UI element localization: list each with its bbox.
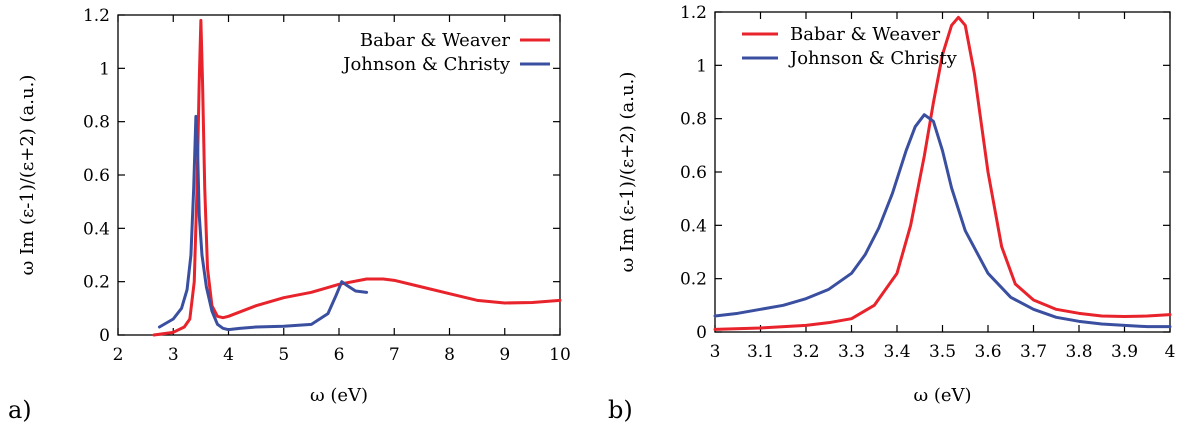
x-tick-label: 5 xyxy=(278,345,289,365)
x-tick-label: 9 xyxy=(499,345,510,365)
legend-label: Babar & Weaver xyxy=(790,24,941,45)
x-tick-label: 8 xyxy=(444,345,455,365)
y-tick-label: 0.4 xyxy=(83,219,110,239)
series-line-johnson-christy xyxy=(713,113,1172,329)
x-tick-label: 3.4 xyxy=(883,342,910,362)
x-tick-label: 3 xyxy=(710,342,721,362)
x-tick-label: 3 xyxy=(168,345,179,365)
series-line-babar-weaver xyxy=(713,15,1172,331)
series-line-babar-weaver xyxy=(152,18,562,337)
y-tick-label: 1.2 xyxy=(680,3,707,23)
x-tick-label: 3.5 xyxy=(929,342,956,362)
x-tick-label: 3.7 xyxy=(1020,342,1047,362)
chart-b: 3 3.1 3.2 3.3 3.4 3.5 3.6 3.7 3.8 3.9 4 0 0.2 0.4 0.6 0… xyxy=(608,3,1175,424)
x-tick-label: 10 xyxy=(549,345,571,365)
x-axis-label: ω (eV) xyxy=(310,385,368,406)
y-tick-label: 0.8 xyxy=(83,113,110,133)
y-tick-label: 0 xyxy=(99,326,110,346)
y-tick-label: 0.4 xyxy=(680,216,707,236)
legend-label: Babar & Weaver xyxy=(360,30,511,51)
x-tick-label: 3.6 xyxy=(974,342,1001,362)
x-tick-label: 6 xyxy=(334,345,345,365)
y-tick-label: 1 xyxy=(99,59,110,79)
x-axis-label: ω (eV) xyxy=(913,385,971,406)
x-tick-label: 2 xyxy=(113,345,124,365)
x-tick-label: 3.9 xyxy=(1111,342,1138,362)
y-axis-label: ω Im (ε-1)/(ε+2) (a.u.) xyxy=(17,75,38,276)
y-tick-label: 0 xyxy=(696,323,707,343)
legend-label: Johnson & Christy xyxy=(341,54,511,75)
panel-label: b) xyxy=(608,396,633,424)
y-tick-label: 0.6 xyxy=(680,163,707,183)
y-tick-label: 0.8 xyxy=(680,110,707,130)
y-tick-label: 0.2 xyxy=(83,273,110,293)
x-tick-label: 3.1 xyxy=(747,342,774,362)
y-tick-label: 0.2 xyxy=(680,270,707,290)
series-line-johnson-christy xyxy=(157,114,369,332)
x-tick-label: 3.8 xyxy=(1065,342,1092,362)
x-tick-label: 4 xyxy=(1165,342,1176,362)
x-tick-label: 4 xyxy=(223,345,234,365)
y-tick-label: 0.6 xyxy=(83,166,110,186)
y-axis-label: ω Im (ε-1)/(ε+2) (a.u.) xyxy=(617,72,638,273)
y-tick-label: 1.2 xyxy=(83,6,110,26)
y-tick-label: 1 xyxy=(696,56,707,76)
panel-label: a) xyxy=(8,396,32,424)
legend-label: Johnson & Christy xyxy=(788,48,958,69)
x-tick-label: 3.3 xyxy=(838,342,865,362)
x-tick-label: 7 xyxy=(389,345,400,365)
chart-a: 2 3 4 5 6 7 8 9 10 0 0.2 0.4 0.6 0.8 1 1.2 ω (eV) ω Im (ε… xyxy=(8,6,571,424)
x-tick-label: 3.2 xyxy=(792,342,819,362)
